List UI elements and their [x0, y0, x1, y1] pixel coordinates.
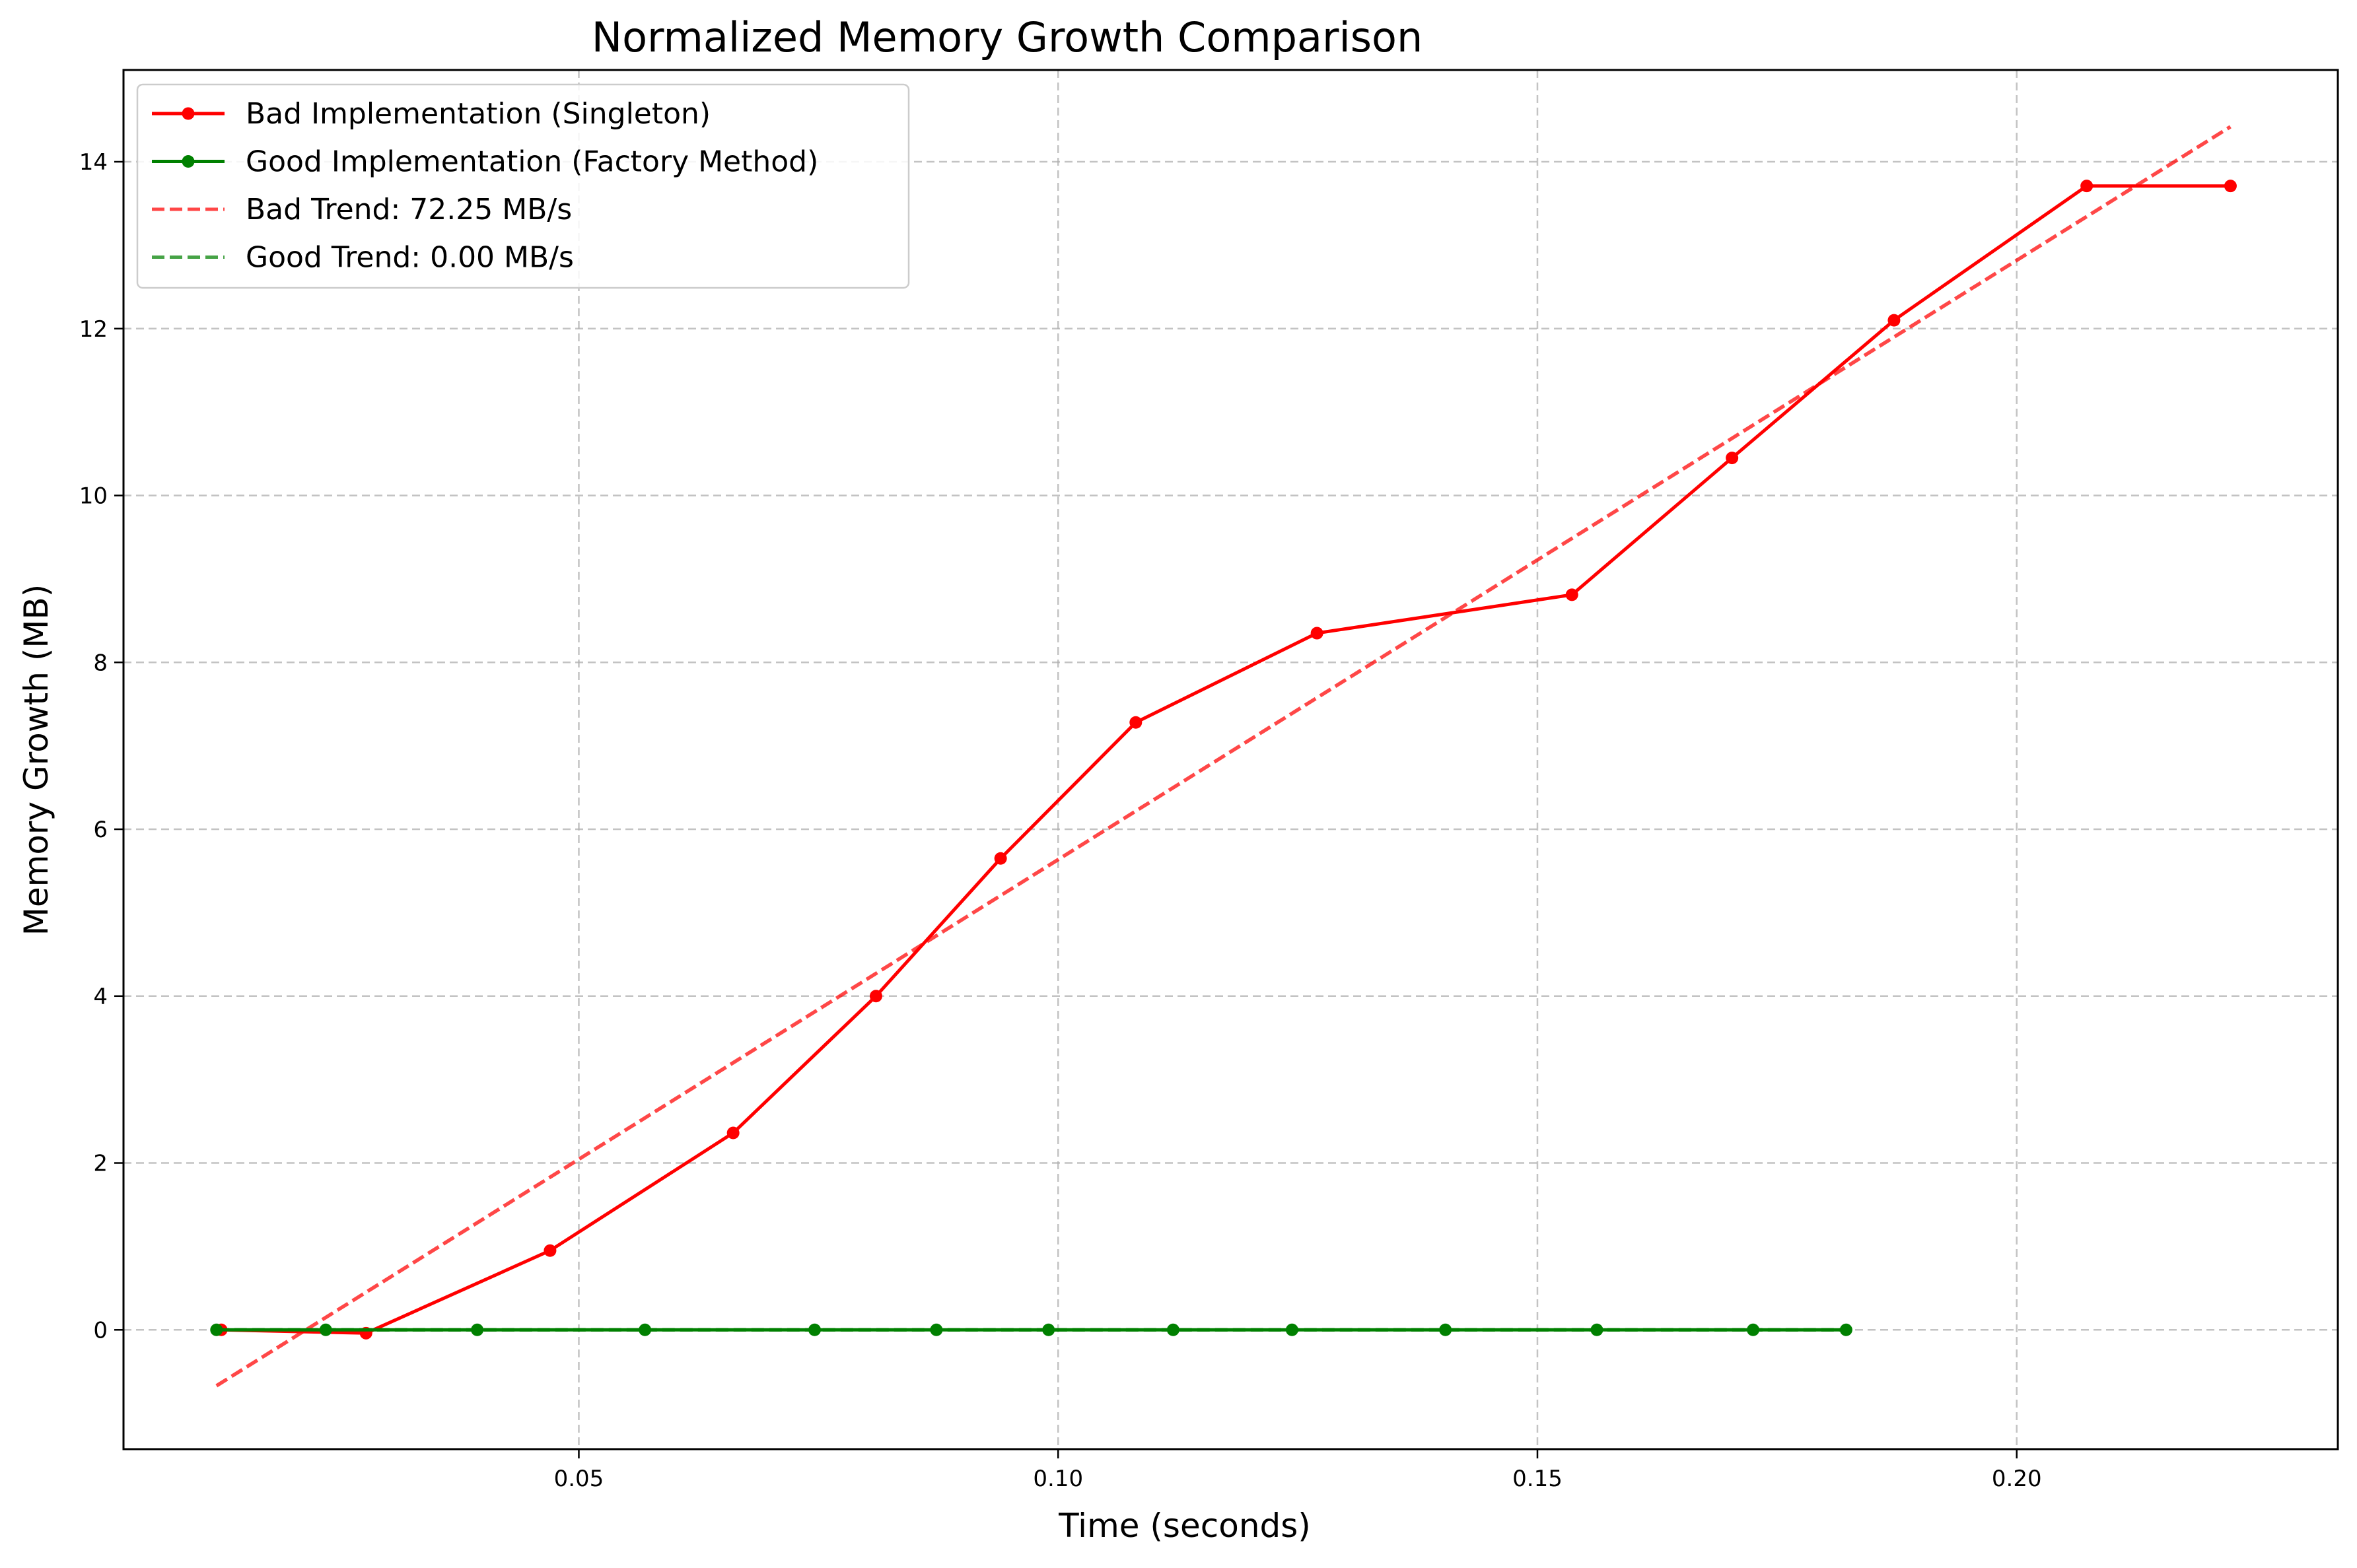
data-point [808, 1323, 822, 1336]
series-0 [215, 180, 2237, 1340]
trend-line [215, 125, 2232, 1388]
legend-item: Bad Implementation (Singleton) [152, 97, 711, 131]
legend-label: Good Implementation (Factory Method) [246, 145, 818, 179]
data-point [1590, 1323, 1603, 1336]
data-point [1565, 588, 1578, 601]
ticks: 0.05 0.10 0.15 0.20 0 2 4 6 8 10 12 14 [79, 149, 2042, 1492]
data-point [1042, 1323, 1055, 1336]
data-point [544, 1244, 557, 1257]
y-tick-label: 6 [93, 817, 108, 843]
data-point [319, 1323, 332, 1336]
y-tick-label: 4 [93, 984, 108, 1010]
legend-label: Bad Implementation (Singleton) [246, 97, 711, 131]
legend-item: Bad Trend: 72.25 MB/s [152, 193, 572, 226]
x-tick-label: 0.10 [1033, 1466, 1083, 1492]
data-point [2224, 180, 2237, 193]
data-point [1747, 1323, 1760, 1336]
legend-item: Good Implementation (Factory Method) [152, 145, 818, 179]
x-axis-label: Time (seconds) [1058, 1507, 1311, 1545]
legend-swatch-marker [182, 107, 195, 120]
data-point [1726, 452, 1739, 465]
data-point [1129, 716, 1143, 729]
y-tick-label: 14 [79, 149, 108, 176]
legend-item: Good Trend: 0.00 MB/s [152, 241, 574, 275]
y-tick-label: 12 [79, 316, 108, 343]
y-tick-label: 10 [79, 483, 108, 510]
y-tick-label: 0 [93, 1317, 108, 1344]
data-point [1439, 1323, 1452, 1336]
y-tick-label: 8 [93, 650, 108, 676]
x-tick-label: 0.20 [1992, 1466, 2042, 1492]
data-point [1166, 1323, 1179, 1336]
data-point [994, 852, 1007, 865]
series-group [210, 125, 2237, 1388]
legend: Bad Implementation (Singleton) Good Imple… [136, 83, 910, 289]
data-point [1285, 1323, 1298, 1336]
data-point [2080, 180, 2093, 193]
y-tick-label: 2 [93, 1151, 108, 1177]
data-point [869, 990, 882, 1003]
y-axis-label: Memory Growth (MB) [17, 584, 55, 936]
legend-swatch-marker [182, 155, 195, 168]
data-point [471, 1323, 484, 1336]
data-point [930, 1323, 943, 1336]
legend-label: Good Trend: 0.00 MB/s [246, 241, 574, 275]
data-point [1839, 1323, 1852, 1336]
series-2 [215, 125, 2232, 1388]
x-tick-label: 0.05 [554, 1466, 604, 1492]
data-point [1887, 314, 1901, 327]
data-point [1310, 627, 1323, 640]
data-point [726, 1126, 740, 1140]
legend-box [136, 83, 910, 289]
legend-label: Bad Trend: 72.25 MB/s [246, 193, 572, 226]
chart-title: Normalized Memory Growth Comparison [592, 13, 1423, 61]
x-tick-label: 0.15 [1512, 1466, 1563, 1492]
data-point [210, 1323, 223, 1336]
series-1 [210, 1323, 1852, 1336]
data-point [639, 1323, 652, 1336]
plot-frame [122, 69, 2339, 1450]
